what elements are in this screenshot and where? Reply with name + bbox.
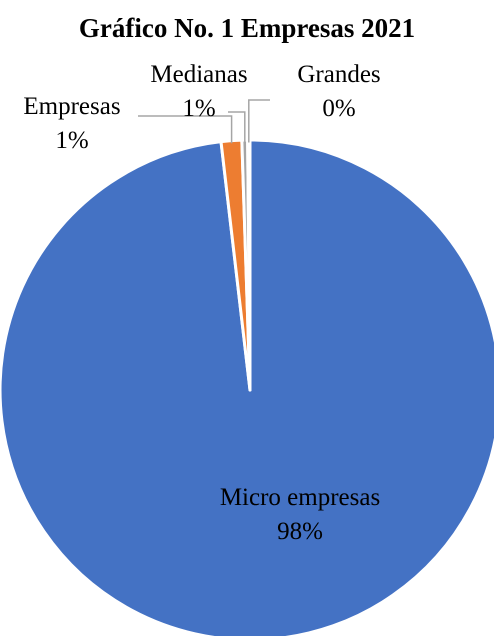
leader-line-grandes bbox=[248, 99, 270, 143]
data-label-name-empresas: Empresas bbox=[23, 93, 120, 120]
pie-slices bbox=[0, 138, 494, 636]
data-label-percent-medianas: 1% bbox=[182, 95, 215, 122]
leader-line-medianas bbox=[228, 111, 246, 143]
data-labels: Micro empresas 98% Empresas 1% Medianas 1% Gra… bbox=[23, 61, 380, 545]
data-label-percent-grandes: 0% bbox=[322, 95, 355, 122]
data-label-name-micro-empresas: Micro empresas bbox=[220, 484, 380, 511]
data-label-name-grandes: Grandes bbox=[297, 61, 380, 88]
data-label-name-medianas: Medianas bbox=[150, 61, 247, 88]
pie-slice-micro-empresas bbox=[0, 138, 494, 636]
leader-line-empresas bbox=[138, 115, 233, 144]
data-label-percent-empresas: 1% bbox=[55, 127, 88, 154]
leader-lines bbox=[138, 99, 270, 144]
data-label-percent-micro-empresas: 98% bbox=[277, 518, 323, 545]
chart-title: Gráfico No. 1 Empresas 2021 bbox=[78, 13, 416, 43]
